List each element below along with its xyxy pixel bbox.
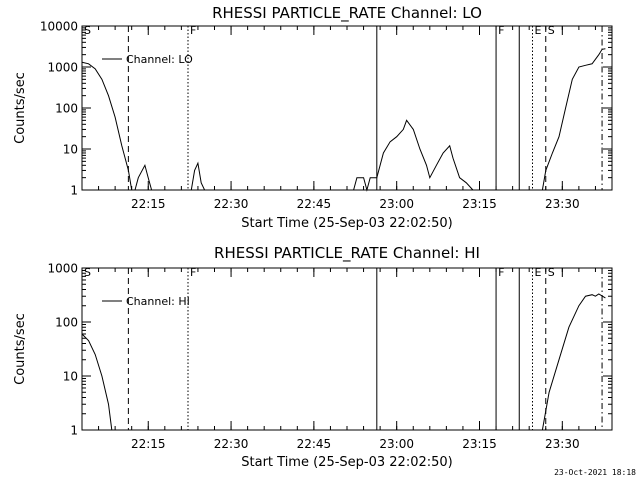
chart-panel-hi: RHESSI PARTICLE_RATE Channel: HI 1 10 100 10… — [13, 244, 613, 470]
x-tick-label: 22:15 — [131, 197, 166, 211]
event-marker-label: F — [190, 24, 196, 37]
y-tick-label: 1000 — [47, 262, 78, 276]
x-tick-label: 23:30 — [545, 437, 580, 451]
y-tick-label: 10 — [63, 370, 78, 384]
y-tick-label: 10 — [63, 143, 78, 157]
x-tick-label: 23:15 — [462, 197, 497, 211]
x-tick-label: 23:15 — [462, 437, 497, 451]
event-marker-label: S — [84, 266, 91, 279]
event-marker-label: S — [548, 266, 555, 279]
series-line — [81, 333, 113, 431]
x-tick-label: 23:00 — [379, 437, 414, 451]
y-tick-label: 1000 — [47, 61, 78, 75]
x-tick-label: 22:15 — [131, 437, 166, 451]
series-line — [541, 48, 606, 191]
event-marker-label: F — [190, 266, 196, 279]
chart-title: RHESSI PARTICLE_RATE Channel: LO — [212, 4, 482, 23]
event-marker-label: E — [535, 24, 542, 37]
series-line — [81, 61, 133, 191]
x-axis-label: Start Time (25-Sep-03 22:02:50) — [241, 216, 452, 231]
event-marker-label: F — [498, 24, 504, 37]
event-marker-label: S — [84, 24, 91, 37]
series-line — [190, 161, 206, 191]
y-tick-label: 100 — [55, 316, 78, 330]
series-line — [134, 163, 153, 191]
chart-panel-lo: RHESSI PARTICLE_RATE Channel: LO 1 10 100 10… — [13, 4, 613, 231]
y-tick-label: 1 — [70, 184, 78, 198]
x-axis-label: Start Time (25-Sep-03 22:02:50) — [241, 455, 452, 470]
chart-title: RHESSI PARTICLE_RATE Channel: HI — [214, 244, 480, 263]
x-tick-label: 22:45 — [297, 197, 332, 211]
legend-label: Channel: LO — [126, 53, 193, 66]
x-tick-label: 22:30 — [214, 197, 249, 211]
series-line — [353, 119, 474, 192]
event-marker-label: E — [535, 266, 542, 279]
y-tick-label: 100 — [55, 102, 78, 116]
event-marker-label: F — [498, 266, 504, 279]
y-tick-label: 1 — [70, 424, 78, 438]
series-line — [541, 293, 606, 431]
legend-label: Channel: HI — [126, 295, 190, 308]
x-tick-label: 22:30 — [214, 437, 249, 451]
event-marker-label: S — [548, 24, 555, 37]
x-tick-label: 22:45 — [297, 437, 332, 451]
y-tick-label: 10000 — [40, 20, 78, 34]
y-axis-label: Counts/sec — [13, 72, 28, 144]
footer-timestamp: 23-Oct-2021 18:18 — [554, 468, 636, 477]
x-tick-label: 23:30 — [545, 197, 580, 211]
x-tick-label: 23:00 — [379, 197, 414, 211]
y-axis-label: Counts/sec — [13, 313, 28, 385]
